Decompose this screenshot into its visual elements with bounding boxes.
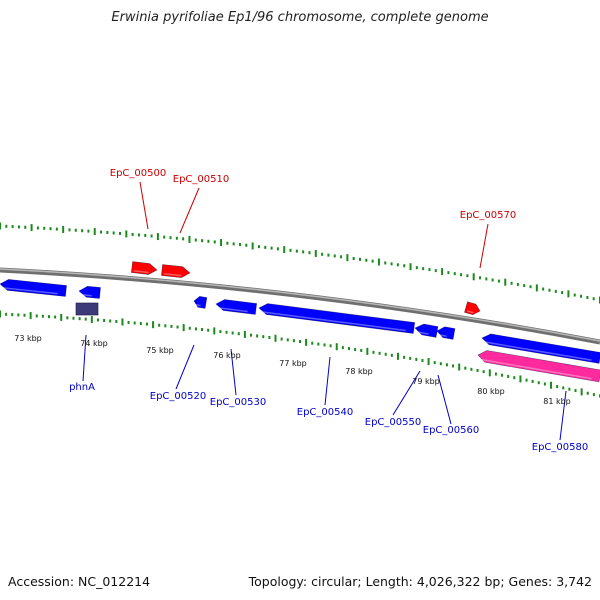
gene-labels: EpC_00500 EpC_00510 EpC_00570 phnA EpC_00520… xyxy=(69,168,588,453)
gene-highlight xyxy=(466,310,474,314)
gene-arrow-forward xyxy=(131,261,158,275)
label-reverse: phnA xyxy=(69,382,95,393)
accession-text: Accession: NC_012214 xyxy=(8,574,151,589)
kbp-label: 80 kbp xyxy=(477,387,505,396)
label-reverse: EpC_00550 xyxy=(365,417,421,428)
label-forward: EpC_00510 xyxy=(173,174,229,185)
gene-highlight xyxy=(479,358,592,380)
kbp-scale-labels: 73 kbp 74 kbp 75 kbp 76 kbp 77 kbp 78 kbp 79 k… xyxy=(14,334,571,406)
rna-feature-bar xyxy=(477,350,600,383)
gene-highlight xyxy=(133,269,149,274)
label-leader-line xyxy=(559,390,567,441)
label-reverse: EpC_00540 xyxy=(297,407,353,418)
label-leader-line xyxy=(479,223,489,269)
label-forward: EpC_00570 xyxy=(460,210,516,221)
kbp-label: 76 kbp xyxy=(213,351,241,360)
gene-block-named xyxy=(75,302,99,316)
label-leader-line xyxy=(175,344,195,390)
genome-summary-text: Topology: circular; Length: 4,026,322 bp… xyxy=(248,574,592,589)
gene-highlight xyxy=(217,306,248,313)
chromosome-backbone xyxy=(0,267,600,345)
label-leader-line xyxy=(230,348,237,396)
label-leader-line xyxy=(392,370,421,416)
kbp-label: 73 kbp xyxy=(14,334,42,343)
label-leader-line xyxy=(82,334,87,382)
label-leader-line xyxy=(139,181,149,230)
label-leader-line xyxy=(324,356,331,406)
gene-highlight xyxy=(163,272,182,277)
gene-highlight xyxy=(416,331,429,335)
gene-arrow-forward xyxy=(161,264,191,278)
kbp-label: 75 kbp xyxy=(146,346,174,355)
lower-tick-track xyxy=(0,310,600,398)
gene-arrow-reverse xyxy=(258,303,416,334)
gene-track xyxy=(0,261,600,383)
label-reverse: EpC_00530 xyxy=(210,397,266,408)
gene-highlight xyxy=(483,341,592,361)
kbp-label: 81 kbp xyxy=(543,397,571,406)
gene-highlight xyxy=(80,293,92,297)
label-reverse: EpC_00580 xyxy=(532,442,588,453)
gene-highlight xyxy=(260,310,406,332)
gene-arrow-forward xyxy=(464,301,481,316)
gene-highlight xyxy=(195,304,201,307)
label-forward: EpC_00500 xyxy=(110,168,166,179)
gene-arrow-reverse xyxy=(481,333,600,364)
kbp-label: 77 kbp xyxy=(279,359,307,368)
label-leader-line xyxy=(437,374,452,425)
kbp-label: 78 kbp xyxy=(345,367,373,376)
label-reverse: EpC_00520 xyxy=(150,391,206,402)
genome-title: Erwinia pyrifoliae Ep1/96 chromosome, co… xyxy=(111,10,489,25)
gene-highlight xyxy=(1,286,58,295)
gene-arrow-reverse xyxy=(78,285,101,299)
label-reverse: EpC_00560 xyxy=(423,425,479,436)
gene-arrow-reverse xyxy=(193,296,208,309)
gene-arrow-reverse xyxy=(0,279,67,297)
gene-highlight xyxy=(438,334,447,337)
gene-arrow-reverse xyxy=(436,326,456,340)
gene-arrow-reverse xyxy=(414,323,439,338)
label-leader-line xyxy=(179,187,200,234)
upper-tick-track xyxy=(0,222,600,304)
label-leader-lines xyxy=(82,181,567,441)
kbp-label: 79 kbp xyxy=(412,377,440,386)
gene-arrow-reverse xyxy=(215,299,258,315)
kbp-label: 74 kbp xyxy=(80,339,108,348)
